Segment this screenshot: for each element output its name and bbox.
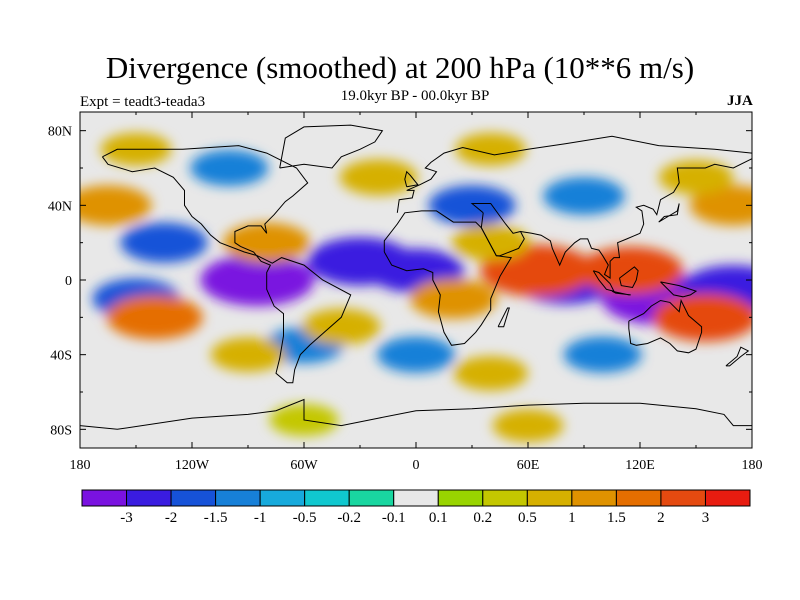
colorbar-label: -3 [120, 510, 133, 526]
x-tick-label: 0 [413, 458, 420, 473]
colorbar-label: 1 [568, 510, 576, 526]
coastline [628, 298, 703, 354]
divergence-field [80, 132, 752, 442]
field-blob [339, 159, 418, 196]
colorbar-swatch [348, 489, 395, 507]
x-tick-label: 180 [70, 458, 91, 473]
field-blob [190, 150, 269, 186]
colorbar-label: 0.1 [429, 510, 448, 526]
field-blob [455, 132, 527, 166]
colorbar-swatch [126, 489, 172, 507]
field-blob [120, 222, 208, 263]
coastline [619, 266, 639, 289]
colorbar-swatch [660, 489, 706, 507]
y-tick-label: 0 [65, 274, 72, 289]
plot-area [80, 112, 752, 448]
colorbar-swatch [304, 489, 350, 507]
colorbar-label: -2 [165, 510, 178, 526]
season-label: JJA [727, 93, 753, 109]
field-blob [377, 336, 455, 373]
coastline [470, 203, 525, 257]
coastline [383, 210, 513, 346]
colorbar-label: -0.2 [337, 510, 361, 526]
colorbar-label: 0.5 [518, 510, 537, 526]
coastline [497, 307, 510, 328]
field-blob [223, 222, 311, 263]
field-blob [451, 224, 530, 261]
coastline [80, 398, 752, 430]
coastlines [80, 124, 752, 430]
coastline [611, 290, 631, 296]
coastline [660, 281, 698, 298]
colorbar-label: -1.5 [204, 510, 228, 526]
colorbar-swatch [704, 489, 751, 507]
x-tick-label: 180 [742, 458, 763, 473]
chart-subtitle: 19.0kyr BP - 00.0kyr BP [340, 88, 490, 104]
colorbar: -3 -2 -1.5 -1 -0.5 -0.2 -0.1 0.1 0.2 0.5 1 1.5 2 3 [81, 489, 751, 526]
colorbar-label: 3 [702, 510, 710, 526]
colorbar-label: -0.5 [293, 510, 317, 526]
coastline [396, 135, 752, 213]
coastline [101, 145, 352, 384]
field-blob [428, 185, 516, 226]
colorbar-swatch [215, 489, 261, 507]
field-blob [200, 254, 315, 306]
y-tick-label: 40S [50, 349, 72, 364]
x-tick-label: 120W [175, 458, 210, 473]
coastline [279, 124, 384, 169]
field-blob [652, 293, 752, 342]
experiment-label: Expt = teadt3-teada3 [80, 94, 206, 110]
colorbar-swatch [259, 489, 306, 507]
field-blob [210, 337, 286, 372]
x-axis: 180 120W 60W 0 60E 120E 180 [70, 112, 763, 473]
y-tick-label: 80N [48, 125, 72, 140]
colorbar-swatch [571, 489, 617, 507]
colorbar-label: 1.5 [607, 510, 626, 526]
field-blob [409, 278, 497, 319]
field-blob [106, 295, 203, 340]
field-blob [689, 185, 752, 226]
field-blob [492, 409, 564, 442]
colorbar-swatch [81, 489, 128, 507]
chart-title: Divergence (smoothed) at 200 hPa (10**6 … [105, 50, 695, 85]
colorbar-swatch [526, 489, 573, 507]
coastline [520, 158, 752, 280]
colorbar-label: -1 [254, 510, 267, 526]
x-tick-label: 60E [517, 458, 540, 473]
coastline [404, 170, 419, 188]
colorbar-swatch [170, 489, 217, 507]
field-blob [563, 336, 642, 373]
colorbar-label: 2 [657, 510, 665, 526]
y-tick-label: 80S [50, 423, 72, 438]
y-axis: 80N 40N 0 40S 80S [48, 125, 752, 438]
field-blob [302, 308, 381, 345]
y-tick-label: 40N [48, 199, 72, 214]
colorbar-swatch [482, 489, 528, 507]
colorbar-label: 0.2 [473, 510, 492, 526]
colorbar-label: -0.1 [382, 510, 406, 526]
colorbar-swatch [437, 489, 484, 507]
coastline [658, 203, 680, 223]
field-blob [453, 356, 528, 391]
x-tick-label: 120E [625, 458, 655, 473]
x-tick-label: 60W [290, 458, 318, 473]
coastline [725, 346, 750, 367]
colorbar-swatch [615, 489, 662, 507]
colorbar-swatch [393, 489, 439, 507]
field-blob [543, 177, 625, 215]
field-blob [80, 185, 152, 226]
